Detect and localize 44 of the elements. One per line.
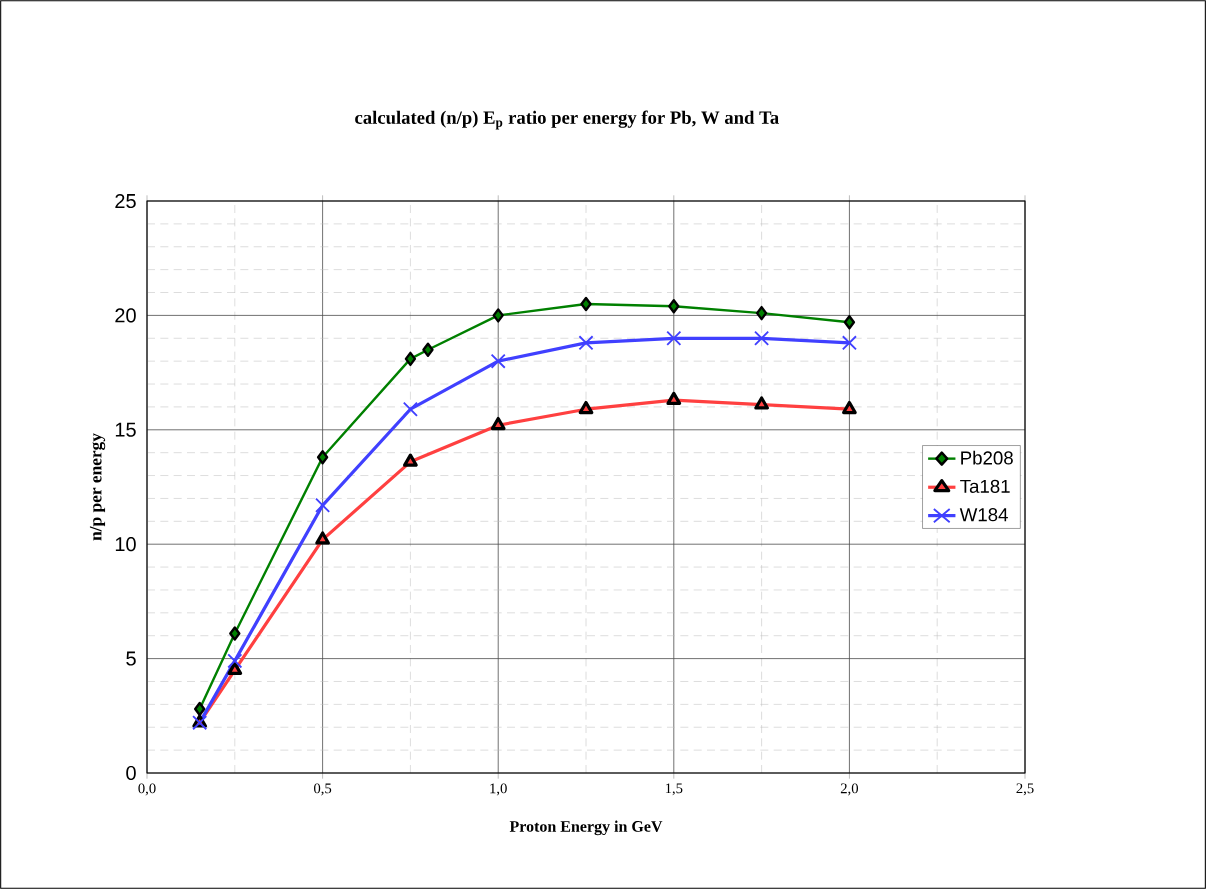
point (668, 299, 680, 314)
point (490, 416, 506, 431)
point (229, 626, 241, 641)
point (842, 400, 857, 415)
legend-label: W184 (959, 508, 1008, 522)
y-axis-title: n/p per energy (89, 433, 106, 541)
point (754, 330, 770, 346)
point (490, 353, 506, 369)
chart-title: calculated (n/p) E$_{p}$ ratio per energy for Pb, W and Ta (355, 110, 779, 130)
y-tick-label: 0 (126, 765, 136, 781)
point (315, 531, 330, 545)
x-tick-label: 1,5 (665, 783, 683, 796)
y-tick-label: 25 (115, 193, 136, 209)
point (492, 308, 504, 323)
point (315, 497, 331, 513)
point (227, 661, 243, 675)
point (578, 335, 594, 351)
x-tick-label: 0,5 (314, 783, 332, 796)
point (580, 296, 592, 312)
point (755, 305, 768, 321)
legend-label: Pb208 (961, 450, 1013, 465)
x-tick-label: 0,0 (138, 783, 156, 796)
x-tick-label: 2,0 (840, 783, 859, 796)
point (402, 401, 418, 417)
point (754, 396, 769, 410)
point (316, 450, 329, 465)
x-tick-label: 2,5 (1016, 783, 1034, 796)
point (422, 342, 434, 357)
point (193, 701, 206, 717)
y-tick-label: 10 (115, 537, 136, 552)
x-axis-title: Proton Energy in GeV (509, 820, 663, 836)
point (578, 400, 594, 415)
y-tick-label: 20 (115, 308, 136, 323)
point (843, 315, 856, 330)
point (404, 351, 417, 367)
x-tick-label: 1,0 (490, 783, 507, 796)
point (666, 330, 682, 346)
point (841, 335, 857, 351)
point (666, 391, 682, 405)
point (403, 453, 418, 467)
legend-label: Ta181 (960, 479, 1010, 493)
point (227, 653, 243, 669)
y-tick-label: 5 (126, 651, 136, 666)
y-tick-label: 15 (115, 422, 136, 437)
